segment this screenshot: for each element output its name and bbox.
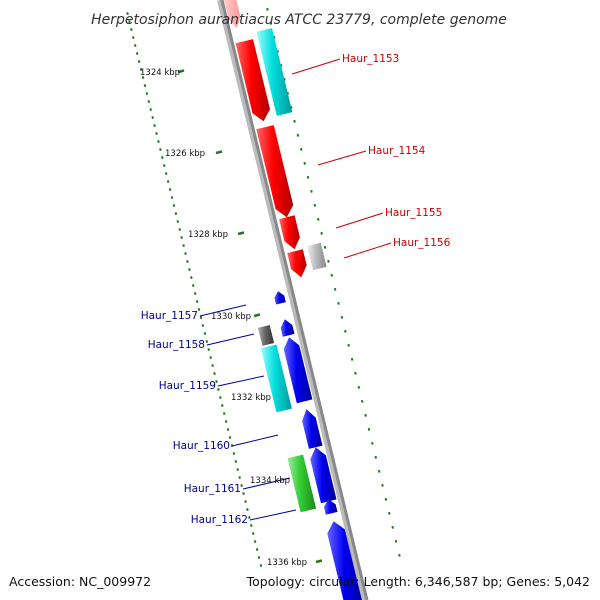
label-leader-line [231, 434, 279, 447]
label-leader-line [291, 58, 341, 75]
gene-label[interactable]: Haur_1160 [173, 440, 230, 452]
label-leader-line [343, 242, 392, 259]
gene-feature[interactable] [324, 499, 338, 515]
gene-feature[interactable] [302, 409, 323, 449]
tick-major-mark [177, 69, 185, 74]
gene-feature[interactable] [235, 39, 270, 122]
label-leader-line [317, 150, 367, 166]
label-leaders [199, 58, 392, 521]
label-leader-line [217, 375, 265, 387]
map-title: Herpetosiphon aurantiacus ATCC 23779, co… [91, 12, 507, 28]
accession-text: Accession: NC_009972 [9, 574, 151, 589]
gene-labels: Haur_1153 Haur_1154 Haur_1155 Haur_1156 Haur… [141, 53, 451, 526]
gene-feature[interactable] [307, 242, 327, 271]
tick-marks [126, 7, 401, 567]
gene-feature[interactable] [260, 344, 292, 413]
tick-major-mark [215, 150, 223, 155]
gene-feature[interactable] [310, 447, 337, 504]
gene-feature[interactable] [256, 125, 294, 218]
gene-label[interactable]: Haur_1159 [159, 380, 216, 392]
tick-label: 1328 kbp [188, 230, 228, 240]
gene-feature[interactable] [327, 521, 364, 600]
label-leader-line [335, 212, 384, 229]
tick-label: 1330 kbp [211, 312, 251, 322]
tick-major-mark [253, 313, 261, 318]
gene-feature[interactable] [274, 291, 286, 305]
gene-label[interactable]: Haur_1154 [368, 145, 426, 157]
gene-feature[interactable] [256, 28, 293, 116]
gene-label[interactable]: Haur_1161 [184, 483, 241, 495]
gene-feature[interactable] [279, 215, 300, 250]
label-leader-line [199, 304, 247, 317]
label-leader-line [249, 509, 297, 521]
gene-feature[interactable] [258, 325, 275, 346]
gene-label[interactable]: Haur_1153 [342, 53, 399, 65]
tick-label: 1324 kbp [140, 68, 180, 78]
gene-label[interactable]: Haur_1158 [148, 339, 205, 351]
gene-fragment-top[interactable] [222, 0, 241, 29]
gene-feature[interactable] [287, 454, 317, 513]
gene-features [222, 0, 364, 600]
gene-feature[interactable] [280, 319, 295, 337]
gene-label[interactable]: Haur_1155 [385, 207, 442, 219]
tick-major-mark [315, 559, 323, 564]
backbone [217, 0, 369, 600]
label-leader-line [242, 477, 291, 490]
tick-label: 1326 kbp [165, 149, 205, 159]
tick-major-mark [237, 231, 245, 236]
tick-label: 1334 kbp [250, 476, 290, 486]
tick-label: 1332 kbp [231, 393, 271, 403]
gene-label[interactable]: Haur_1156 [393, 237, 451, 249]
tick-labels: 1324 kbp 1326 kbp 1328 kbp 1330 kbp 1332 kbp… [140, 68, 307, 568]
gene-feature[interactable] [287, 249, 307, 278]
tick-label: 1336 kbp [267, 558, 307, 568]
gene-label[interactable]: Haur_1157 [141, 310, 198, 322]
gene-feature[interactable] [283, 337, 313, 404]
genome-summary-text: Topology: circular; Length: 6,346,587 bp… [246, 574, 590, 589]
label-leader-line [206, 333, 255, 346]
gene-label[interactable]: Haur_1162 [191, 514, 248, 526]
